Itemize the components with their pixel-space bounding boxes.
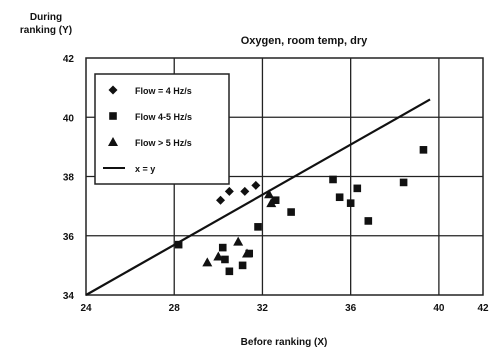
legend-box — [94, 73, 230, 185]
legend-label: Flow > 5 Hz/s — [135, 138, 192, 148]
data-point-square — [271, 196, 280, 204]
x-tick-label: 24 — [80, 303, 92, 314]
x-tick-label: 40 — [433, 303, 445, 314]
data-point-square — [287, 208, 295, 216]
legend: Flow = 4 Hz/s Flow 4-5 Hz/s Flow > 5 Hz/s x… — [94, 73, 230, 185]
y-tick-label: 40 — [63, 113, 75, 124]
reference-line-x-equals-y — [85, 98, 431, 296]
y-tick-label: 42 — [63, 54, 75, 65]
data-point-triangle — [213, 251, 224, 261]
data-point-triangle — [233, 236, 244, 246]
data-point-triangle — [266, 198, 277, 208]
data-point-diamond — [240, 186, 250, 196]
data-point-triangle — [264, 189, 275, 199]
tick-labels: 24 28 32 36 40 42 34 36 38 40 42 — [63, 54, 489, 314]
y-axis-label-line1: During — [30, 12, 62, 23]
x-tick-label: 36 — [345, 303, 357, 314]
y-axis-label-line2: ranking (Y) — [20, 25, 72, 36]
data-point-diamond — [251, 180, 261, 190]
chart-title: Oxygen, room temp, dry — [241, 35, 368, 47]
legend-label: Flow = 4 Hz/s — [135, 86, 192, 96]
x-tick-label: 28 — [169, 303, 181, 314]
data-point-square — [353, 184, 362, 193]
data-point-square — [238, 261, 247, 270]
y-tick-label: 38 — [63, 173, 75, 184]
x-tick-label: 42 — [477, 303, 489, 314]
data-point-diamond — [216, 195, 226, 205]
data-point-square — [364, 217, 373, 225]
x-tick-label: 32 — [257, 303, 269, 314]
data-point-square — [218, 243, 227, 252]
legend-swatch-diamond — [108, 85, 118, 95]
data-point-square — [346, 199, 355, 207]
x-axis-label: Before ranking (X) — [241, 337, 328, 348]
data-point-square — [225, 267, 234, 276]
data-layer — [85, 98, 431, 296]
legend-swatch-square — [109, 112, 117, 120]
data-point-square — [329, 175, 337, 184]
data-point-square — [221, 255, 229, 264]
y-tick-label: 34 — [63, 291, 75, 302]
data-point-triangle — [242, 248, 253, 258]
legend-swatch-triangle — [108, 137, 118, 146]
data-point-square — [174, 240, 183, 249]
data-point-square — [335, 193, 344, 202]
data-point-square — [399, 178, 408, 187]
data-point-square — [254, 223, 262, 231]
legend-label: x = y — [135, 164, 155, 174]
data-point-diamond — [224, 186, 234, 196]
y-tick-label: 36 — [63, 232, 75, 243]
legend-label: Flow 4-5 Hz/s — [135, 112, 192, 122]
data-point-triangle — [202, 257, 213, 267]
data-point-square — [419, 146, 428, 154]
